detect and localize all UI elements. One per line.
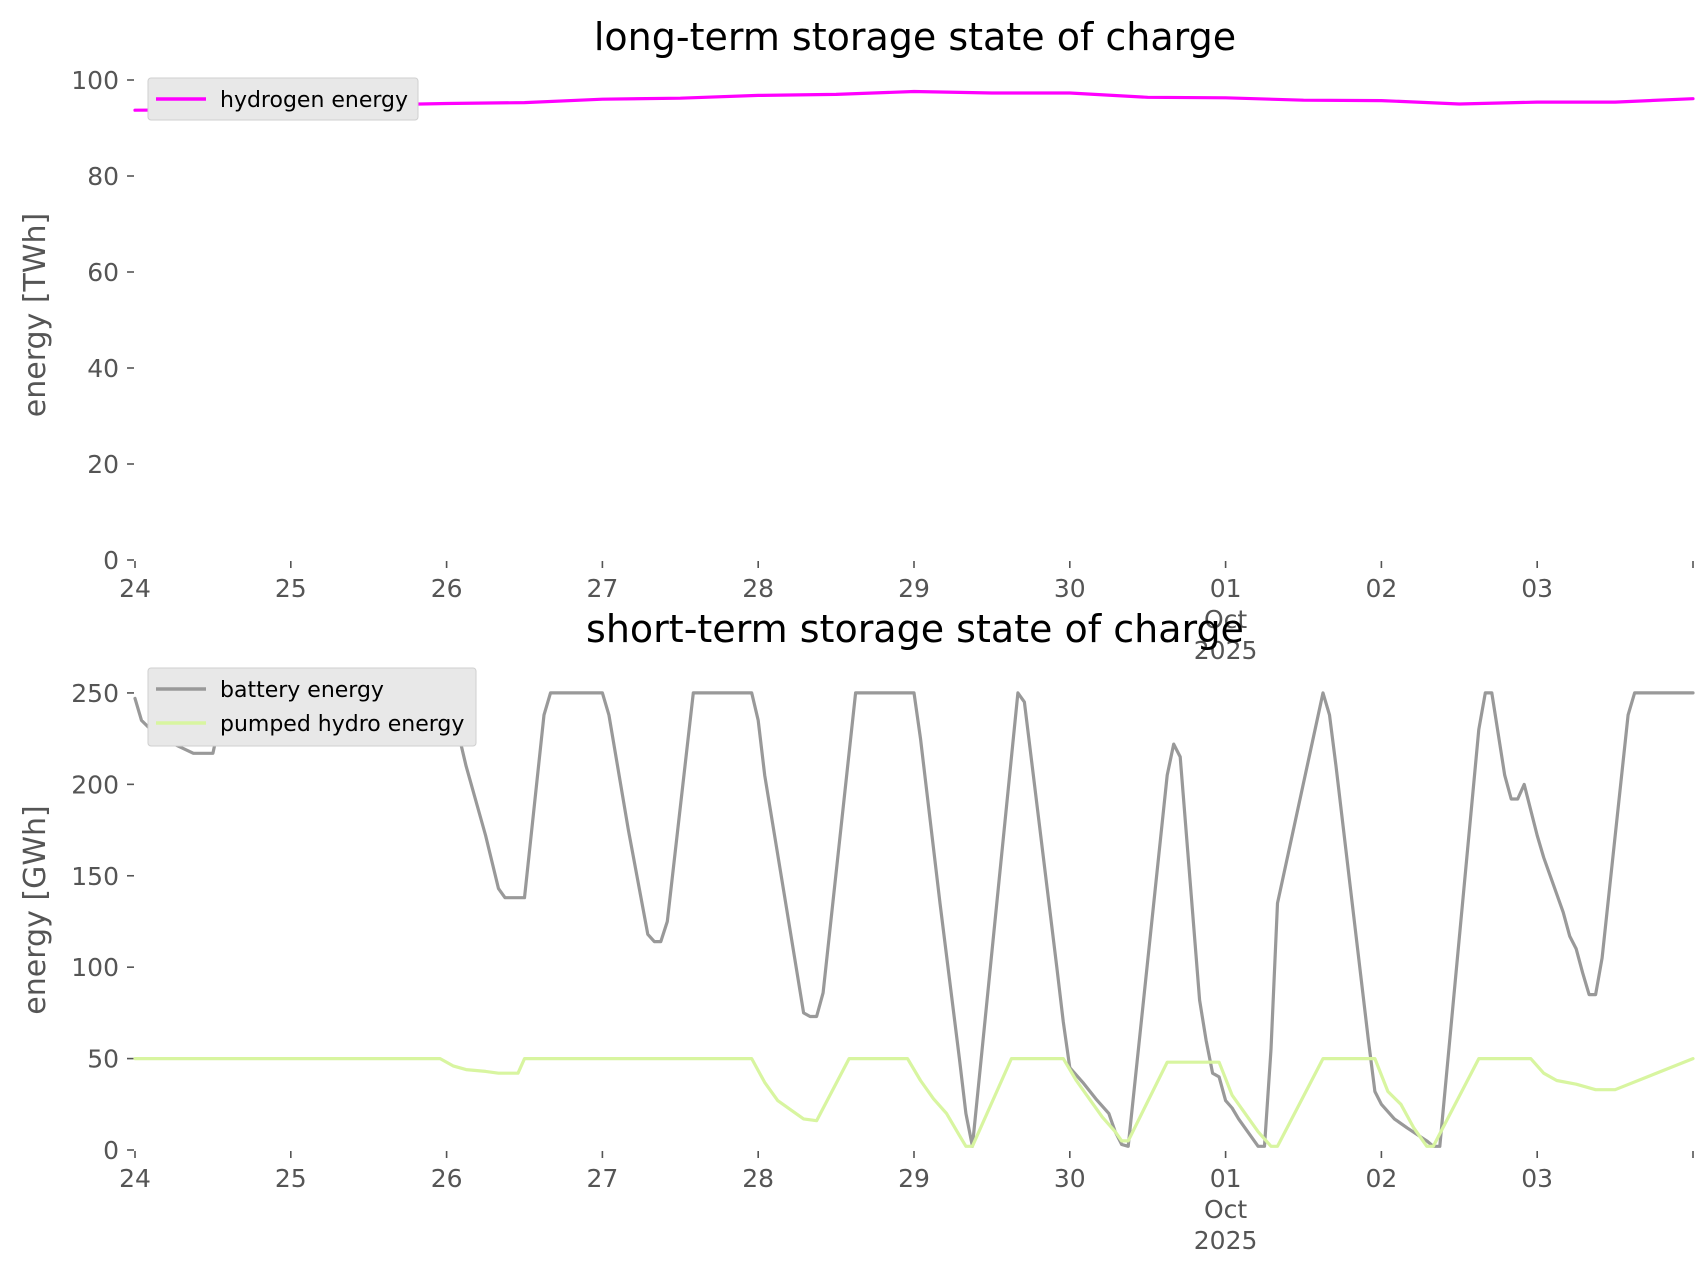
y-tick-label: 200 <box>71 770 119 799</box>
short-term-series <box>133 691 1695 1148</box>
x-tick-label: 24 <box>119 574 151 603</box>
legend-label-battery: battery energy <box>220 678 384 703</box>
long-term-panel: long-term storage state of charge energy… <box>18 15 1695 665</box>
x-tick-label: 01 Oct 2025 <box>1194 1164 1258 1255</box>
short-term-legend-box <box>147 667 477 747</box>
x-tick-label: 24 <box>119 1164 151 1193</box>
x-tick-label: 27 <box>586 1164 618 1193</box>
short-term-chart-title: short-term storage state of charge <box>586 607 1244 651</box>
x-tick-label: 25 <box>275 1164 307 1193</box>
x-tick-label: 28 <box>742 1164 774 1193</box>
y-tick-label: 0 <box>103 1136 119 1165</box>
x-tick-label: 03 <box>1521 1164 1553 1193</box>
x-tick-label: 03 <box>1521 574 1553 603</box>
x-tick-label: 29 <box>898 1164 930 1193</box>
long-term-legend-box <box>147 77 419 121</box>
series-line-pumped-hydro-energy <box>133 1056 1695 1148</box>
x-tick-label: 02 <box>1365 574 1397 603</box>
x-tick-label: 02 <box>1365 1164 1397 1193</box>
y-tick-label: 80 <box>87 162 119 191</box>
x-tick-label: 30 <box>1054 574 1086 603</box>
short-term-panel: short-term storage state of charge energ… <box>18 607 1695 1255</box>
long-term-chart-title: long-term storage state of charge <box>594 15 1236 59</box>
x-tick-label: 01 Oct 2025 <box>1194 574 1258 665</box>
x-tick-label: 28 <box>742 574 774 603</box>
x-tick-label: 26 <box>431 574 463 603</box>
x-tick-label: 26 <box>431 1164 463 1193</box>
long-term-legend: hydrogen energy <box>147 77 419 121</box>
long-term-x-ticks: 24 25 26 27 28 29 30 01 Oct 2025 02 03 <box>119 561 1694 665</box>
x-tick-label: 25 <box>275 574 307 603</box>
x-tick-label: 27 <box>586 574 618 603</box>
x-tick-label: 29 <box>898 574 930 603</box>
y-tick-label: 40 <box>87 354 119 383</box>
short-term-legend: battery energy pumped hydro energy <box>147 667 477 747</box>
y-tick-label: 150 <box>71 862 119 891</box>
y-tick-label: 50 <box>87 1045 119 1074</box>
y-tick-label: 20 <box>87 450 119 479</box>
legend-label-hydrogen: hydrogen energy <box>220 88 408 113</box>
y-tick-label: 0 <box>103 546 119 575</box>
x-tick-label: 30 <box>1054 1164 1086 1193</box>
long-term-y-axis-label: energy [TWh] <box>18 213 53 417</box>
y-tick-label: 60 <box>87 258 119 287</box>
long-term-y-ticks: 0 20 40 60 80 100 <box>71 66 134 575</box>
y-tick-label: 100 <box>71 953 119 982</box>
y-tick-label: 100 <box>71 66 119 95</box>
short-term-x-ticks: 24 25 26 27 28 29 30 01 Oct 2025 02 03 <box>119 1151 1694 1255</box>
series-line-battery-energy <box>133 691 1695 1148</box>
short-term-y-axis-label: energy [GWh] <box>18 805 53 1014</box>
legend-label-pumped-hydro: pumped hydro energy <box>220 712 464 737</box>
short-term-y-ticks: 0 50 100 150 200 250 <box>71 679 134 1165</box>
y-tick-label: 250 <box>71 679 119 708</box>
